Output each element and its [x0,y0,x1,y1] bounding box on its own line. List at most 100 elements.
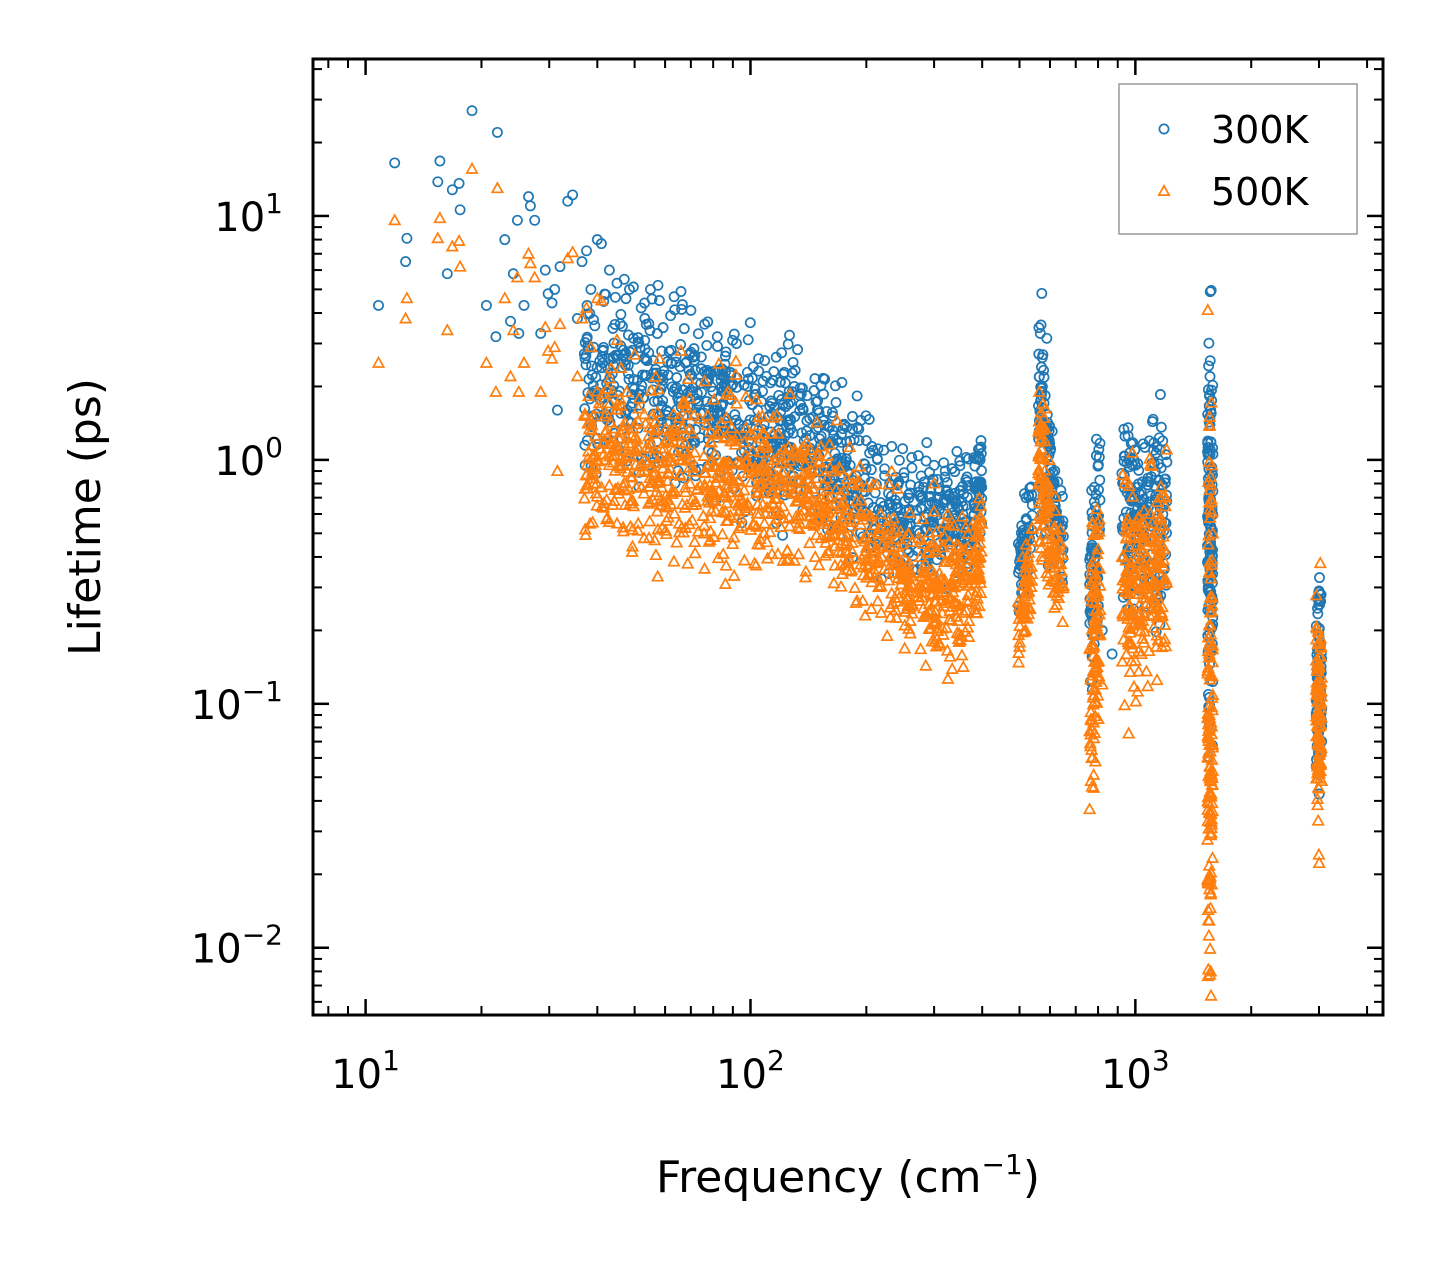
data-point-500K [628,430,642,443]
data-point-300K [948,491,960,503]
data-point-500K [717,459,732,472]
data-point-500K [660,500,675,513]
data-point-500K [1127,518,1141,531]
data-point-500K [597,447,611,460]
data-point-300K [836,377,848,388]
data-point-300K [886,440,898,452]
data-point-500K [903,614,917,626]
data-point-500K [1201,746,1215,759]
data-point-500K [1048,489,1063,502]
data-point-500K [585,418,599,431]
data-point-500K [925,562,939,575]
data-point-300K [961,491,973,503]
data-point-500K [912,593,926,606]
data-point-500K [667,554,681,567]
data-point-500K [1204,558,1219,570]
data-point-500K [1086,583,1100,596]
data-point-500K [823,460,837,473]
data-point-500K [1158,632,1172,645]
data-point-500K [534,384,548,397]
data-point-500K [961,594,975,607]
data-point-500K [757,516,772,529]
data-point-500K [620,449,635,462]
data-point-500K [880,629,894,641]
legend-box [1118,83,1358,235]
data-point-500K [1135,566,1150,579]
data-point-500K [1310,662,1325,674]
data-point-500K [843,519,857,532]
x-tick-label: 101 [331,1044,400,1098]
data-point-500K [750,486,764,499]
data-point-300K [835,436,847,448]
data-point-500K [590,384,604,397]
data-point-500K [1201,962,1215,975]
y-tick-label: 10−1 [191,675,283,729]
y-tick-label-base: 10 [191,927,242,973]
data-point-300K [1093,443,1105,455]
data-point-500K [1158,499,1172,512]
data-point-500K [864,602,878,614]
data-point-500K [897,567,911,580]
data-point-500K [746,517,760,530]
data-point-500K [1128,653,1143,666]
data-point-300K [446,184,458,196]
data-point-300K [1312,608,1324,620]
data-point-500K [1119,647,1134,660]
data-point-500K [962,629,976,642]
data-point-500K [590,498,604,511]
data-point-500K [944,575,958,588]
data-point-300K [618,356,630,368]
data-point-500K [877,562,892,575]
data-point-500K [970,518,985,531]
data-point-500K [600,381,614,394]
data-point-500K [687,408,701,421]
data-point-500K [944,551,958,564]
data-point-500K [856,531,871,544]
data-point-300K [1314,572,1325,584]
data-point-500K [830,413,844,426]
data-point-500K [814,491,829,504]
data-point-500K [433,211,447,224]
data-point-500K [512,384,526,397]
data-point-500K [652,351,667,364]
data-point-300K [551,404,563,416]
data-point-500K [1035,552,1050,565]
data-point-500K [1160,575,1174,588]
data-point-500K [903,626,917,639]
data-point-500K [643,471,657,484]
data-point-500K [1203,502,1217,515]
data-point-300K [939,465,951,477]
data-point-300K [1036,287,1048,299]
data-point-300K [742,373,754,385]
data-point-500K [583,516,597,529]
data-point-500K [802,536,817,549]
data-point-500K [1124,555,1138,568]
data-point-300K [441,268,453,280]
data-point-500K [1203,869,1217,882]
data-point-500K [689,495,703,508]
data-point-500K [1311,813,1325,826]
data-point-500K [1202,649,1217,662]
data-point-500K [874,507,888,520]
data-point-300K [1203,337,1215,349]
data-point-500K [951,632,965,645]
data-point-500K [943,649,957,662]
data-point-300K [741,366,753,378]
data-point-500K [956,605,971,618]
data-point-500K [890,481,904,494]
data-point-500K [1088,694,1102,707]
data-point-500K [673,468,688,481]
data-point-500K [1313,556,1327,569]
data-point-300K [1091,433,1102,445]
data-point-300K [818,388,829,400]
data-point-500K [632,391,646,404]
data-point-300K [749,389,761,401]
data-point-300K [581,245,592,257]
data-point-300K [647,355,659,366]
data-point-300K [927,473,939,485]
data-point-300K [549,283,561,295]
data-point-300K [720,346,732,358]
data-point-500K [797,439,812,452]
data-point-500K [1090,502,1104,515]
data-point-500K [1131,547,1146,560]
